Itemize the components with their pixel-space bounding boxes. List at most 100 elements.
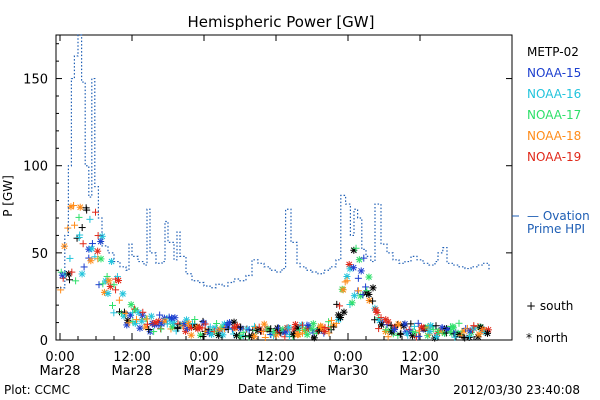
north-marker [285,324,293,332]
south-marker [110,281,118,289]
south-marker [411,329,419,337]
south-marker [95,281,103,289]
x-tick-label-date: Mar30 [327,364,368,379]
north-marker [310,334,318,342]
north-marker [136,324,144,332]
south-marker [432,322,440,330]
north-marker [384,318,392,326]
north-marker [131,319,139,327]
south-marker [86,215,94,223]
north-marker [339,286,347,294]
x-tick-label-date: Mar29 [183,364,224,379]
south-marker [237,323,245,331]
south-marker [139,308,147,316]
north-marker [350,292,358,300]
north-marker [475,330,483,338]
south-marker [414,319,422,327]
south-marker [157,325,165,333]
south-marker [407,320,415,328]
north-marker [365,297,373,305]
south-marker [352,244,360,252]
north-marker [58,271,66,279]
south-marker [369,297,377,305]
north-marker [350,264,358,272]
south-marker [80,263,88,271]
north-marker [135,309,143,317]
south-marker [92,208,100,216]
x-axis: 0:00Mar2812:00Mar280:00Mar2912:00Mar290:… [39,35,475,379]
south-marker [71,221,79,229]
north-marker [294,331,302,339]
plot-credit: Plot: CCMC [4,383,70,397]
data-marks [57,201,492,342]
south-marker [336,302,344,310]
south-marker [371,316,379,324]
south-marker [206,323,214,331]
north-marker [365,273,373,281]
south-marker [341,278,349,286]
south-marker [110,309,118,317]
y-tick-label: 0 [40,334,48,349]
south-marker [221,325,229,333]
south-marker [362,283,370,291]
south-marker [251,322,259,330]
north-marker [219,331,227,339]
north-marker [127,301,135,309]
south-marker [109,301,117,309]
south-marker [191,316,199,324]
south-marker [112,286,120,294]
south-marker [354,274,362,282]
north-marker [183,316,191,324]
x-tick-label-date: Mar28 [111,364,152,379]
south-marker [174,325,182,333]
north-marker [418,323,426,331]
south-marker [429,325,437,333]
south-marker [120,308,128,316]
south-marker [78,224,86,232]
south-marker [88,240,96,248]
south-marker [94,232,102,240]
north-marker [426,327,434,335]
south-marker [198,324,206,332]
north-marker [185,319,193,327]
south-marker [397,329,405,337]
south-marker [343,277,351,285]
x-tick-label-time: 12:00 [257,350,294,365]
y-tick-label: 150 [23,73,48,88]
south-marker [213,320,221,328]
legend-item: NOAA-16 [527,87,581,101]
north-marker [308,325,316,333]
ovation-label-line2: Prime HPI [527,222,585,236]
north-marker [187,331,195,339]
north-marker [76,203,84,211]
chart-title: Hemispheric Power [GW] [188,13,375,31]
north-marker [260,320,268,328]
north-marker [365,290,373,298]
south-marker [72,277,80,285]
north-marker [147,312,155,320]
north-marker [401,320,409,328]
x-tick-label-date: Mar30 [399,364,440,379]
x-tick-label-time: 0:00 [45,350,74,365]
south-marker [68,268,76,276]
south-marker [459,333,467,341]
x-tick-label-date: Mar28 [39,364,80,379]
north-marker [195,323,203,331]
south-marker [70,201,78,209]
north-marker [348,299,356,307]
south-marker [239,328,247,336]
north-marker [369,284,377,292]
plot-frame [55,34,513,341]
plot-timestamp: 2012/03/30 23:40:08 [453,383,580,397]
south-marker [261,334,269,342]
south-marker [375,325,383,333]
south-marker [156,311,164,319]
x-tick-label-date: Mar29 [255,364,296,379]
y-axis: 0 50 100 150 [23,43,512,349]
south-marker [325,318,333,326]
south-marker [410,322,418,330]
south-marker [451,333,459,341]
south-marker [64,224,72,232]
south-marker [79,240,87,248]
south-marker [189,320,197,328]
